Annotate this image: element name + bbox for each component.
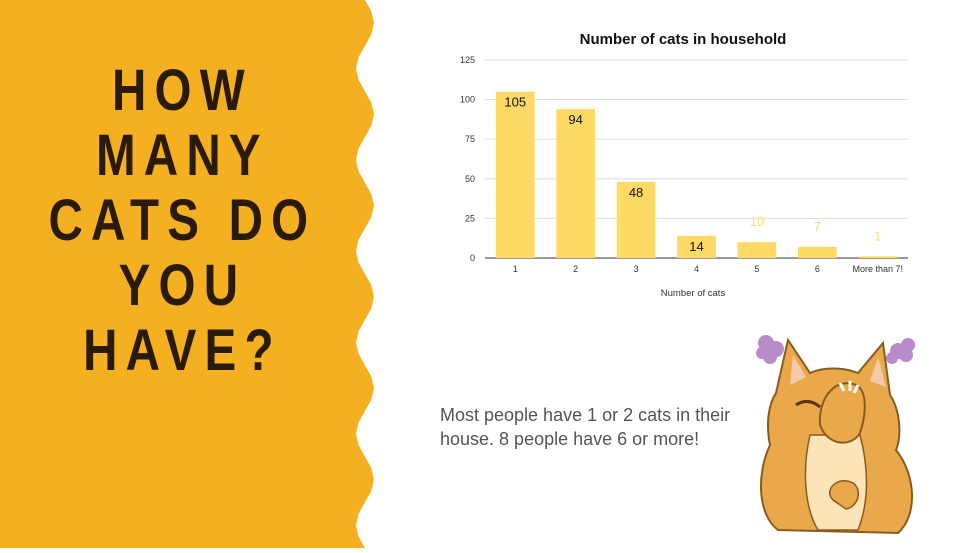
x-tick-label: 6 [815, 264, 820, 274]
data-label: 94 [568, 112, 582, 127]
cats-bar-chart: Number of cats in household 025507510012… [460, 31, 908, 299]
data-label: 48 [629, 185, 643, 200]
y-axis-ticks: 0 25 50 75 100 125 [460, 55, 475, 263]
x-tick-label: 1 [513, 264, 518, 274]
caption-text: Most people have 1 or 2 cats in their ho… [440, 405, 731, 449]
headline: HOW MANY CATS DO YOU HAVE? [33, 58, 332, 383]
y-tick-label: 0 [470, 253, 475, 263]
y-tick-label: 100 [460, 95, 475, 105]
headline-line: HOW [111, 58, 253, 123]
data-label: 10 [750, 214, 764, 229]
data-label: 7 [814, 219, 821, 234]
x-tick-label: 4 [694, 264, 699, 274]
x-tick-label: More than 7! [853, 264, 904, 274]
chart-title: Number of cats in household [580, 31, 787, 48]
data-label: 1 [874, 228, 881, 243]
frustration-cloud-right-icon [886, 338, 915, 364]
x-tick-label: 2 [573, 264, 578, 274]
x-tick-label: 5 [754, 264, 759, 274]
bar [677, 235, 716, 258]
frustration-cloud-left-icon [756, 335, 784, 364]
wavy-panel-background [0, 0, 374, 548]
y-tick-label: 50 [465, 174, 475, 184]
x-axis-label: Number of cats [661, 288, 726, 299]
bar [858, 256, 898, 258]
y-tick-label: 25 [465, 213, 475, 223]
bar [737, 242, 777, 258]
bars: 105 94 48 14 10 7 1 [495, 91, 898, 259]
y-tick-label: 75 [465, 134, 475, 144]
data-label: 14 [689, 239, 703, 254]
data-label: 105 [504, 95, 526, 110]
gridlines [485, 59, 908, 259]
headline-line: YOU [118, 253, 247, 318]
x-axis-ticks: 1 2 3 4 5 6 More than 7! [513, 264, 903, 274]
bar [556, 109, 595, 258]
bar [798, 246, 837, 258]
headline-line: MANY [95, 123, 269, 188]
headline-line: HAVE? [83, 318, 282, 383]
bar [495, 91, 535, 259]
facepalm-cat-illustration [756, 335, 915, 535]
title-panel [0, 0, 380, 548]
x-tick-label: 3 [634, 264, 639, 274]
y-tick-label: 125 [460, 55, 475, 65]
bar [616, 181, 656, 258]
headline-line: CATS DO [48, 188, 317, 253]
